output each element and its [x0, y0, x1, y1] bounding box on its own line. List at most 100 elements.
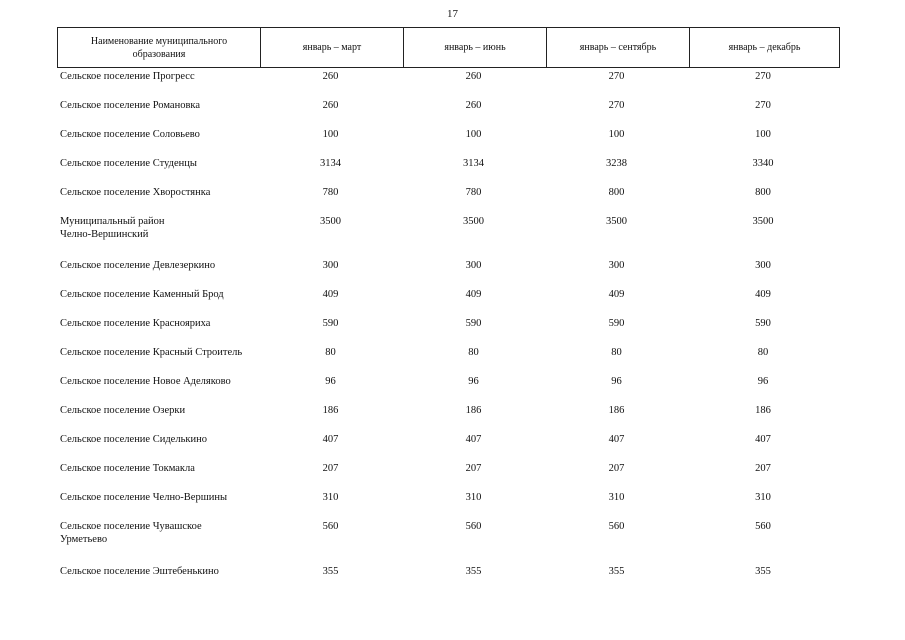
value-cell: 407	[465, 434, 482, 445]
value-cell: 560	[465, 521, 482, 532]
municipality-name: Сельское поселение Красный Строитель	[57, 346, 259, 375]
value-cell: 560	[755, 521, 771, 532]
value-cell: 355	[465, 566, 482, 577]
value-cell: 409	[608, 289, 625, 300]
municipality-name-text: Сельское поселение Соловьево	[60, 129, 200, 140]
value-cell: 300	[608, 260, 625, 271]
municipality-name: Сельское поселение Токмакла	[57, 462, 259, 491]
municipality-name: Сельское поселение Прогресс	[57, 70, 259, 99]
value-cell: 3500	[606, 216, 627, 227]
municipality-name: Муниципальный район Челно-Вершинский	[57, 215, 259, 259]
value-cell: 100	[755, 129, 771, 140]
value-cell: 3238	[606, 158, 627, 169]
municipality-name-text: Сельское поселение Новое Аделяково	[60, 376, 231, 387]
value-cell: 560	[608, 521, 625, 532]
table-row: Муниципальный район Челно-Вершинский 3500…	[57, 215, 838, 259]
municipality-name-text: Сельское поселение Эштебенькино	[60, 566, 219, 577]
value-cell: 409	[465, 289, 482, 300]
table-row: Сельское поселение Токмакла 207 207 207 207	[57, 462, 838, 491]
value-cell: 96	[468, 376, 479, 387]
value-cell: 800	[608, 187, 625, 198]
value-cell: 355	[608, 566, 625, 577]
header-q1: январь – март	[260, 28, 403, 67]
value-cell: 260	[322, 100, 339, 111]
table-row: Сельское поселение Чувашское Урметьево 56…	[57, 520, 838, 565]
value-cell: 409	[755, 289, 771, 300]
value-cell: 3134	[320, 158, 341, 169]
table-row: Сельское поселение Романовка 260 260 270 270	[57, 99, 838, 128]
municipality-name: Сельское поселение Студенцы	[57, 157, 259, 186]
value-cell: 100	[322, 129, 339, 140]
header-municipality: Наименование муниципального образования	[58, 28, 260, 67]
value-cell: 100	[465, 129, 482, 140]
table-header: Наименование муниципального образования …	[57, 27, 840, 68]
value-cell: 270	[608, 100, 625, 111]
value-cell: 780	[322, 187, 339, 198]
table-row: Сельское поселение Хворостянка 780 780 800 8…	[57, 186, 838, 215]
value-cell: 590	[465, 318, 482, 329]
header-h1: январь – июнь	[403, 28, 546, 67]
value-cell: 800	[755, 187, 771, 198]
value-cell: 300	[465, 260, 482, 271]
municipality-name: Сельское поселение Девлезеркино	[57, 259, 259, 288]
value-cell: 207	[322, 463, 339, 474]
value-cell: 407	[755, 434, 771, 445]
value-cell: 186	[608, 405, 625, 416]
municipality-name-text: Сельское поселение Сиделькино	[60, 434, 207, 445]
header-9m: январь – сентябрь	[546, 28, 689, 67]
value-cell: 260	[465, 100, 482, 111]
table-row: Сельское поселение Девлезеркино 300 300 300…	[57, 259, 838, 288]
municipality-name-text: Муниципальный район Челно-Вершинский	[60, 216, 165, 240]
value-cell: 100	[608, 129, 625, 140]
value-cell: 270	[608, 71, 625, 82]
value-cell: 207	[755, 463, 771, 474]
municipality-name: Сельское поселение Соловьево	[57, 128, 259, 157]
value-cell: 96	[757, 376, 769, 387]
value-cell: 270	[755, 100, 771, 111]
municipality-name-text: Сельское поселение Чувашское Урметьево	[60, 521, 202, 545]
value-cell: 80	[468, 347, 479, 358]
value-cell: 80	[325, 347, 336, 358]
table-row: Сельское поселение Озерки 186 186 186 186	[57, 404, 838, 433]
table-row: Сельское поселение Сиделькино 407 407 407 40…	[57, 433, 838, 462]
value-cell: 780	[465, 187, 482, 198]
value-cell: 409	[322, 289, 339, 300]
table-row: Сельское поселение Краснояриха 590 590 590 5…	[57, 317, 838, 346]
value-cell: 355	[755, 566, 771, 577]
municipality-name-text: Сельское поселение Озерки	[60, 405, 186, 416]
value-cell: 3500	[463, 216, 484, 227]
municipality-name: Сельское поселение Эштебенькино	[57, 565, 259, 594]
municipality-name: Сельское поселение Сиделькино	[57, 433, 259, 462]
table-row: Сельское поселение Студенцы 3134 3134 3238 3…	[57, 157, 838, 186]
value-cell: 560	[322, 521, 339, 532]
value-cell: 300	[755, 260, 771, 271]
value-cell: 590	[608, 318, 625, 329]
header-label: Наименование муниципального образования	[90, 35, 228, 60]
municipality-name-text: Сельское поселение Хворостянка	[60, 187, 211, 198]
page-number: 17	[447, 8, 458, 20]
value-cell: 186	[322, 405, 339, 416]
table-row: Сельское поселение Красный Строитель 80 80…	[57, 346, 838, 375]
value-cell: 80	[611, 347, 622, 358]
value-cell: 3500	[752, 216, 774, 227]
value-cell: 310	[755, 492, 771, 503]
value-cell: 355	[322, 566, 339, 577]
value-cell: 186	[755, 405, 771, 416]
value-cell: 186	[465, 405, 482, 416]
value-cell: 3340	[752, 158, 774, 169]
value-cell: 310	[465, 492, 482, 503]
municipality-name: Сельское поселение Челно-Вершины	[57, 491, 259, 520]
value-cell: 260	[465, 71, 482, 82]
value-cell: 407	[322, 434, 339, 445]
value-cell: 80	[757, 347, 769, 358]
value-cell: 96	[611, 376, 622, 387]
municipality-name: Сельское поселение Чувашское Урметьево	[57, 520, 259, 565]
municipality-name: Сельское поселение Романовка	[57, 99, 259, 128]
value-cell: 310	[608, 492, 625, 503]
value-cell: 3134	[463, 158, 484, 169]
municipality-name: Сельское поселение Хворостянка	[57, 186, 259, 215]
table-row: Сельское поселение Челно-Вершины 310 310 31…	[57, 491, 838, 520]
table-row: Сельское поселение Соловьево 100 100 100 100	[57, 128, 838, 157]
municipality-name-text: Сельское поселение Красный Строитель	[60, 347, 243, 358]
value-cell: 207	[608, 463, 625, 474]
